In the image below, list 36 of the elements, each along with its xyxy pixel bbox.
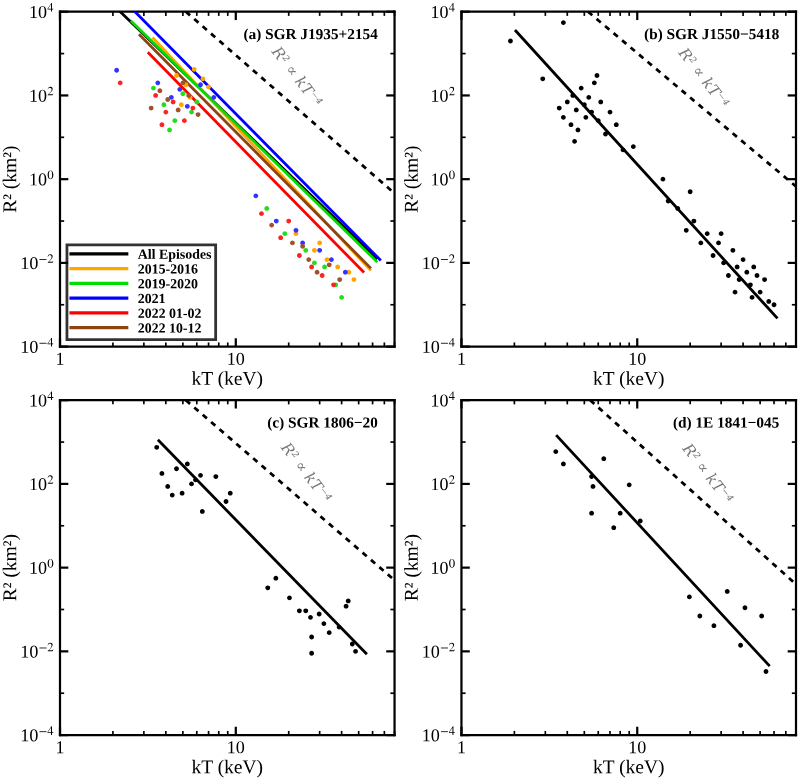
x-tick-label: 10 bbox=[228, 352, 245, 365]
y-tick-label: 10$^{0}$ bbox=[30, 558, 54, 575]
y-tick-label: 10$^{2}$ bbox=[30, 475, 54, 491]
y-axis-title: R² (km²) bbox=[2, 146, 21, 213]
y-tick-label: 10$^{2}$ bbox=[432, 86, 455, 102]
y-tick-label: 10$^{−2}$ bbox=[21, 642, 54, 658]
x-tick-label: 1 bbox=[458, 741, 465, 754]
y-tick-label: 10$^{−4}$ bbox=[21, 726, 54, 742]
y-tick-label: 10$^{−4}$ bbox=[423, 726, 455, 742]
y-tick-label: 10$^{0}$ bbox=[432, 558, 455, 575]
y-tick-label: 10$^{4}$ bbox=[432, 3, 455, 19]
x-axis-title: kT (keV) bbox=[191, 371, 263, 389]
x-axis-title: kT (keV) bbox=[593, 759, 664, 778]
y-axis-title: R² (km²) bbox=[404, 534, 422, 601]
x-tick-label: 10 bbox=[629, 352, 646, 365]
y-tick-label: 10$^{−4}$ bbox=[21, 337, 54, 353]
x-axis-title: kT (keV) bbox=[593, 371, 664, 389]
y-tick-label: 10$^{−2}$ bbox=[423, 254, 455, 270]
y-tick-label: 10$^{4}$ bbox=[30, 3, 54, 19]
y-tick-label: 10$^{−2}$ bbox=[21, 254, 54, 270]
y-tick-label: 10$^{0}$ bbox=[432, 170, 455, 186]
y-tick-label: 10$^{4}$ bbox=[30, 391, 54, 407]
y-axis-title: R² (km²) bbox=[404, 146, 422, 213]
y-tick-label: 10$^{−4}$ bbox=[423, 337, 455, 353]
y-tick-label: 10$^{2}$ bbox=[432, 475, 455, 491]
y-tick-label: 10$^{0}$ bbox=[30, 170, 54, 186]
y-tick-label: 10$^{2}$ bbox=[30, 86, 54, 102]
x-tick-label: 1 bbox=[57, 352, 64, 365]
x-tick-label: 1 bbox=[458, 352, 465, 365]
x-tick-label: 10 bbox=[228, 741, 245, 754]
y-axis-title: R² (km²) bbox=[2, 534, 21, 601]
x-tick-label: 1 bbox=[57, 741, 64, 754]
x-tick-label: 10 bbox=[629, 741, 646, 754]
x-axis-title: kT (keV) bbox=[191, 759, 263, 778]
y-tick-label: 10$^{4}$ bbox=[432, 391, 455, 407]
y-tick-label: 10$^{−2}$ bbox=[423, 642, 455, 658]
